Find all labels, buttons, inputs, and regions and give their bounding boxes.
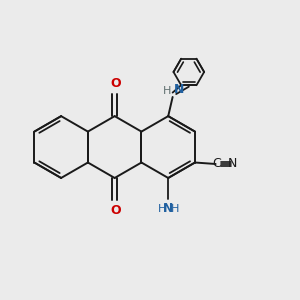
Text: O: O [111,204,122,217]
Text: H: H [163,85,172,95]
Text: N: N [174,82,184,95]
Text: C: C [213,158,221,170]
Text: H: H [158,205,166,214]
Text: H: H [170,205,179,214]
Text: N: N [228,158,237,170]
Text: O: O [111,77,122,90]
Text: N: N [163,202,173,214]
